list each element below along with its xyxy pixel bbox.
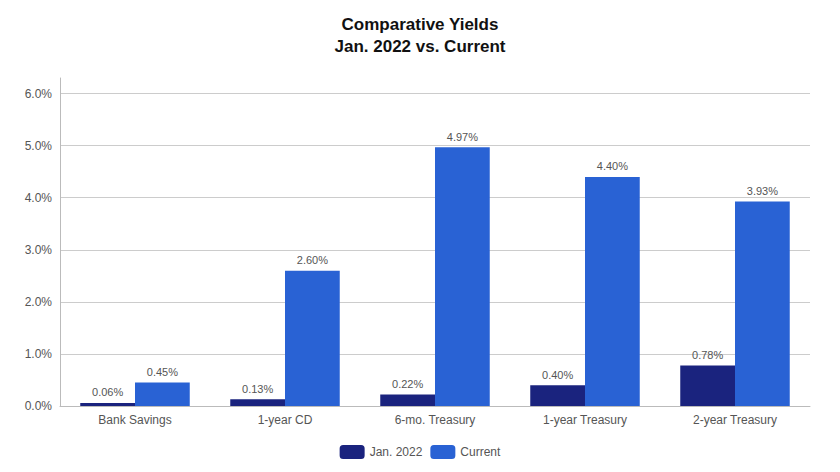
svg-text:2.60%: 2.60% [297,254,328,266]
svg-text:4.97%: 4.97% [447,131,478,143]
svg-text:2.0%: 2.0% [25,295,53,309]
svg-text:5.0%: 5.0% [25,139,53,153]
svg-text:0.45%: 0.45% [147,366,178,378]
svg-text:4.40%: 4.40% [597,160,628,172]
svg-text:Jan. 2022 vs. Current: Jan. 2022 vs. Current [334,37,505,56]
svg-text:0.06%: 0.06% [92,386,123,398]
svg-text:6-mo. Treasury: 6-mo. Treasury [395,413,476,427]
svg-text:0.40%: 0.40% [542,369,573,381]
svg-text:Comparative Yields: Comparative Yields [342,15,499,34]
svg-text:2-year Treasury: 2-year Treasury [693,413,777,427]
svg-text:3.93%: 3.93% [747,185,778,197]
svg-text:Jan. 2022: Jan. 2022 [370,445,423,459]
svg-text:0.0%: 0.0% [25,399,53,413]
svg-text:4.0%: 4.0% [25,191,53,205]
svg-text:1-year Treasury: 1-year Treasury [543,413,627,427]
svg-text:3.0%: 3.0% [25,243,53,257]
svg-text:6.0%: 6.0% [25,87,53,101]
svg-text:Current: Current [460,445,501,459]
svg-text:1-year CD: 1-year CD [258,413,313,427]
svg-text:0.78%: 0.78% [692,349,723,361]
svg-text:0.13%: 0.13% [242,383,273,395]
svg-text:1.0%: 1.0% [25,347,53,361]
svg-text:Bank Savings: Bank Savings [98,413,171,427]
svg-text:0.22%: 0.22% [392,378,423,390]
